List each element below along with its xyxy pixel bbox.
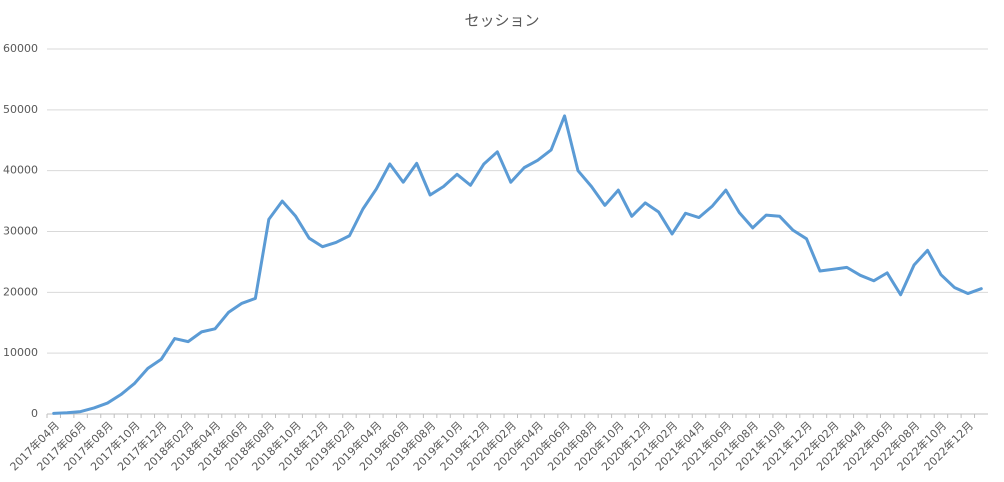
- data-line: [52, 114, 983, 415]
- y-tick-label: 30000: [3, 225, 38, 238]
- y-tick-label: 50000: [3, 103, 38, 116]
- y-tick-label: 60000: [3, 42, 38, 55]
- y-tick-label: 40000: [3, 164, 38, 177]
- y-tick-label: 10000: [3, 346, 38, 359]
- y-tick-label: 20000: [3, 285, 38, 298]
- y-tick-label: 0: [31, 407, 38, 420]
- chart-title: セッション: [464, 12, 539, 30]
